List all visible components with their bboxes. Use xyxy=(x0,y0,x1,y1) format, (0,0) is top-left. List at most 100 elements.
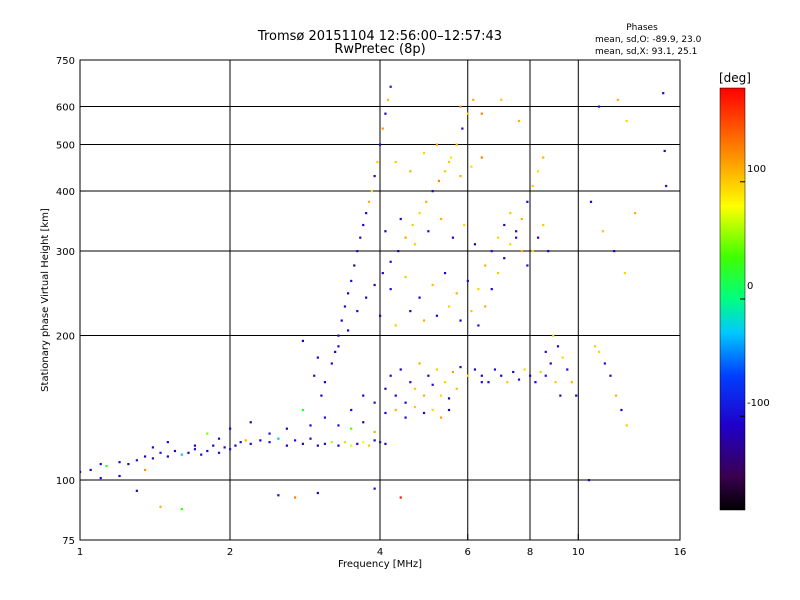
data-point-33 xyxy=(323,442,327,445)
data-point-81 xyxy=(397,250,400,253)
data-point-182 xyxy=(625,119,628,123)
data-point-127 xyxy=(509,243,512,246)
data-point-168 xyxy=(587,479,591,482)
data-point-186 xyxy=(665,184,668,188)
data-point-117 xyxy=(413,405,417,409)
data-point-152 xyxy=(520,250,523,253)
data-point-161 xyxy=(566,368,569,371)
data-point-178 xyxy=(613,250,616,253)
data-point-37 xyxy=(350,444,353,447)
data-point-105 xyxy=(480,381,483,384)
data-point-102 xyxy=(459,365,462,369)
data-point-150 xyxy=(509,212,512,215)
data-point-29 xyxy=(293,439,297,442)
data-point-156 xyxy=(542,223,545,227)
data-point-12 xyxy=(180,453,183,456)
data-point-123 xyxy=(484,305,487,308)
data-point-36 xyxy=(343,441,347,444)
data-point-248 xyxy=(313,374,316,377)
data-point-32 xyxy=(316,444,319,447)
data-point-3 xyxy=(105,464,108,468)
data-point-44 xyxy=(135,489,138,492)
data-point-180 xyxy=(597,105,601,108)
data-point-158 xyxy=(552,334,555,337)
data-point-193 xyxy=(422,152,426,155)
data-point-97 xyxy=(418,362,421,365)
data-point-111 xyxy=(439,394,443,397)
data-point-171 xyxy=(603,362,606,365)
data-point-71 xyxy=(384,112,387,115)
data-point-19 xyxy=(223,446,226,449)
data-point-78 xyxy=(373,283,376,287)
data-point-17 xyxy=(212,444,215,447)
data-point-131 xyxy=(531,184,534,188)
y-tick-label-200: 200 xyxy=(56,332,75,343)
data-point-104 xyxy=(473,368,477,371)
data-point-62 xyxy=(359,236,362,239)
data-point-25 xyxy=(259,439,262,442)
data-point-184 xyxy=(662,92,665,95)
data-point-69 xyxy=(379,143,382,146)
y-tick-label-300: 300 xyxy=(56,247,75,258)
data-point-11 xyxy=(173,449,177,453)
data-point-67 xyxy=(373,174,376,178)
data-point-79 xyxy=(381,271,384,275)
data-point-114 xyxy=(384,411,387,415)
data-point-1 xyxy=(89,468,92,472)
data-point-63 xyxy=(362,223,365,227)
data-point-199 xyxy=(384,230,387,233)
data-point-46 xyxy=(180,508,183,511)
data-point-68 xyxy=(376,160,379,164)
data-point-132 xyxy=(536,170,540,173)
data-point-218 xyxy=(422,319,426,322)
data-point-112 xyxy=(447,397,451,400)
colorbar-tick-label--100: -100 xyxy=(747,398,770,409)
data-point-48 xyxy=(293,496,297,499)
data-point-16 xyxy=(206,449,209,453)
data-point-113 xyxy=(455,387,458,390)
data-point-187 xyxy=(459,105,462,108)
data-point-66 xyxy=(370,190,373,193)
data-point-47 xyxy=(277,494,280,497)
data-point-135 xyxy=(487,381,490,384)
data-point-31 xyxy=(309,437,312,440)
data-point-88 xyxy=(443,170,447,173)
data-point-26 xyxy=(268,441,271,444)
data-point-2 xyxy=(99,462,102,466)
data-point-35 xyxy=(337,444,340,447)
data-point-222 xyxy=(470,309,473,313)
data-point-217 xyxy=(409,309,412,313)
data-point-43 xyxy=(384,442,387,445)
data-point-216 xyxy=(394,324,397,327)
data-point-202 xyxy=(427,230,430,233)
data-point-130 xyxy=(526,200,529,203)
x-tick-label-4: 4 xyxy=(377,547,383,558)
data-point-146 xyxy=(484,264,487,267)
data-point-143 xyxy=(534,381,537,384)
data-point-34 xyxy=(330,441,333,444)
data-point-61 xyxy=(356,250,359,253)
data-point-249 xyxy=(320,394,323,397)
data-point-176 xyxy=(589,200,593,203)
data-point-141 xyxy=(523,368,526,371)
data-point-4 xyxy=(118,461,121,464)
data-point-50 xyxy=(373,487,376,490)
data-point-192 xyxy=(409,170,412,173)
data-point-162 xyxy=(570,381,573,384)
data-point-211 xyxy=(443,271,447,275)
data-point-213 xyxy=(466,279,469,283)
data-point-177 xyxy=(601,230,605,233)
data-point-30 xyxy=(301,442,305,445)
data-point-70 xyxy=(381,127,384,130)
data-point-172 xyxy=(609,374,612,377)
x-axis-label: Frequency [MHz] xyxy=(338,559,422,570)
data-point-200 xyxy=(399,217,402,221)
data-point-74 xyxy=(337,345,340,348)
data-point-80 xyxy=(389,260,392,263)
stats-line-o: mean, sd,O: -89.9, 23.0 xyxy=(595,35,702,45)
data-point-219 xyxy=(435,314,438,317)
data-point-231 xyxy=(309,424,312,427)
data-point-203 xyxy=(439,217,443,221)
data-point-89 xyxy=(449,156,453,159)
